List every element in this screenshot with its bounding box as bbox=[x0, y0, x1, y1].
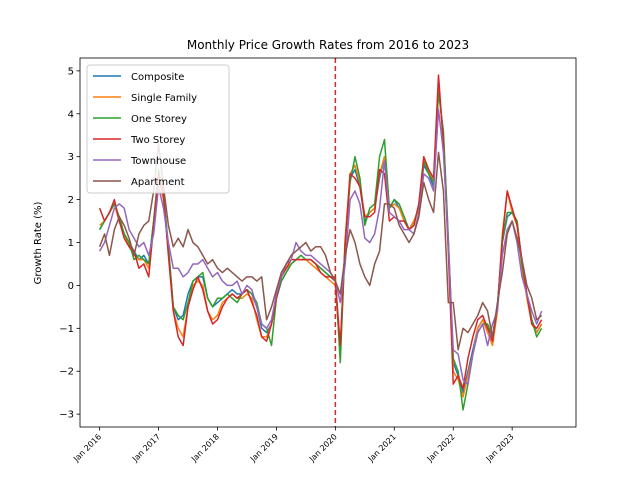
y-tick-label: −3 bbox=[59, 410, 74, 421]
y-tick-label: −1 bbox=[59, 324, 74, 335]
legend-label: One Storey bbox=[131, 114, 187, 125]
legend-label: Composite bbox=[131, 72, 184, 83]
chart-title: Monthly Price Growth Rates from 2016 to … bbox=[187, 38, 469, 52]
legend-label: Two Storey bbox=[130, 135, 185, 146]
y-tick-label: 2 bbox=[68, 195, 74, 206]
legend-box bbox=[86, 64, 230, 194]
legend-label: Single Family bbox=[131, 93, 197, 104]
y-axis-label: Growth Rate (%) bbox=[33, 202, 44, 285]
legend-label: Apartment bbox=[131, 177, 185, 188]
y-tick-label: 1 bbox=[68, 238, 74, 249]
y-tick-label: −2 bbox=[59, 367, 74, 378]
series-line-apartment bbox=[98, 143, 543, 351]
y-tick-label: 4 bbox=[68, 109, 74, 120]
y-tick-label: 0 bbox=[68, 281, 74, 292]
y-tick-label: 5 bbox=[68, 66, 74, 77]
y-tick-label: 3 bbox=[68, 152, 74, 163]
legend: Composite Single Family One Storey Two Stor… bbox=[86, 64, 230, 194]
series-line-two-storey bbox=[98, 74, 543, 390]
series-line-townhouse bbox=[98, 108, 543, 385]
legend-label: Townhouse bbox=[130, 156, 186, 167]
